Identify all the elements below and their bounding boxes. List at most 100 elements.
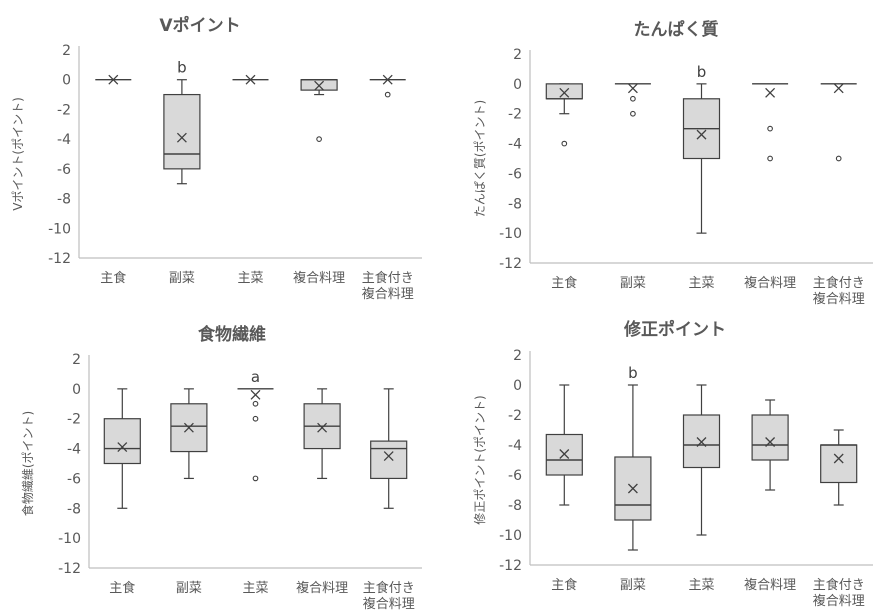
y-tick-label: 2 (513, 47, 522, 63)
mean-marker (245, 74, 256, 85)
mean-marker (559, 449, 570, 459)
outlier-point (252, 400, 259, 407)
x-tick-label: 複合料理 (744, 577, 796, 593)
x-tick-label: 主菜 (688, 276, 714, 291)
mean-marker (833, 453, 844, 464)
mean-marker (696, 129, 707, 140)
chart-title: 修正ポイント (623, 319, 726, 340)
x-tick-label: 主食付き (363, 580, 415, 596)
box-1 (103, 388, 141, 509)
iqr-box (545, 83, 583, 100)
mean-marker (314, 80, 325, 91)
box-5 (369, 74, 406, 98)
x-tick-label: 主食 (551, 275, 577, 291)
chart-title: 食物繊維 (198, 324, 266, 345)
x-tick-label: 複合料理 (296, 580, 348, 596)
x-tick-label: 主菜 (237, 271, 263, 286)
y-tick-label: -2 (67, 412, 81, 428)
x-tick-label: 副菜 (620, 276, 646, 291)
y-tick-label: -12 (48, 251, 71, 267)
y-axis-label: Vポイント(ポイント) (11, 97, 25, 211)
y-tick-label: -10 (58, 531, 81, 547)
x-tick-label: 主食付き (362, 270, 414, 286)
iqr-box (682, 414, 721, 469)
y-tick-label: -2 (57, 102, 71, 118)
outlier-point (252, 415, 259, 422)
mean-marker (627, 83, 638, 94)
box-3 (232, 74, 269, 85)
box-3 (237, 388, 274, 482)
y-tick-label: -10 (499, 226, 522, 242)
y-tick-label: -4 (508, 438, 522, 454)
outlier-point (630, 95, 636, 102)
y-tick-label: -4 (508, 137, 522, 153)
mean-marker (317, 422, 328, 433)
x-tick-label: 複合料理 (363, 596, 415, 610)
iqr-box (163, 93, 201, 170)
mean-marker (176, 132, 187, 143)
box-4 (300, 79, 338, 142)
box-5 (820, 83, 857, 162)
x-tick-label: 主菜 (688, 578, 714, 593)
y-tick-label: -6 (508, 468, 522, 484)
mean-marker (765, 87, 776, 98)
box-3 (682, 384, 721, 536)
y-tick-label: -10 (499, 528, 522, 544)
y-axis-label: 食物繊維(ポイント) (20, 411, 35, 516)
x-tick-label: 主菜 (242, 581, 268, 596)
box-4 (752, 83, 789, 162)
outlier-point (630, 110, 636, 117)
x-tick-label: 副菜 (169, 271, 195, 286)
box-4 (303, 388, 341, 480)
y-tick-label: 2 (513, 348, 522, 364)
box-1 (95, 74, 132, 85)
x-tick-label: 主食付き (813, 275, 865, 291)
y-tick-label: -8 (508, 498, 522, 514)
outlier-point (252, 475, 259, 482)
y-tick-label: -6 (508, 166, 522, 182)
y-tick-label: -8 (508, 196, 522, 212)
box-2 (614, 384, 652, 551)
significance-label: a (251, 368, 260, 386)
y-tick-label: -2 (508, 107, 522, 123)
box-3 (682, 83, 721, 234)
outlier-point (835, 155, 842, 162)
mean-marker (183, 422, 194, 433)
significance-label: b (697, 63, 707, 81)
y-axis-label: 修正ポイント(ポイント) (472, 395, 487, 524)
iqr-box (751, 414, 789, 461)
iqr-box (370, 440, 408, 480)
y-tick-label: -8 (57, 192, 71, 208)
chart-title: たんぱく質 (634, 19, 719, 40)
box-2 (170, 388, 208, 480)
y-tick-label: -8 (67, 501, 81, 517)
mean-marker (559, 87, 570, 98)
y-tick-label: -4 (57, 132, 71, 148)
significance-label: b (628, 364, 638, 382)
x-tick-label: 複合料理 (293, 270, 345, 286)
outlier-point (561, 140, 568, 147)
x-tick-label: 複合料理 (362, 286, 414, 302)
y-tick-label: -10 (48, 221, 71, 237)
y-tick-label: -2 (508, 408, 522, 424)
x-tick-label: 副菜 (620, 578, 646, 593)
box-5 (370, 388, 408, 509)
mean-marker (250, 389, 261, 400)
box-5 (820, 429, 858, 506)
y-tick-label: 0 (513, 77, 522, 93)
outlier-point (316, 136, 322, 142)
outlier-point (767, 155, 773, 162)
chart-title: Vポイント (159, 15, 240, 36)
y-tick-label: -6 (57, 162, 71, 178)
y-tick-label: -4 (67, 442, 81, 458)
y-tick-label: 2 (72, 352, 81, 368)
mean-marker (117, 442, 128, 453)
box-4 (751, 399, 789, 491)
outlier-point (384, 91, 391, 98)
y-axis-label: たんぱく質(ポイント) (472, 100, 487, 217)
iqr-box (170, 403, 208, 453)
x-tick-label: 複合料理 (744, 275, 796, 291)
